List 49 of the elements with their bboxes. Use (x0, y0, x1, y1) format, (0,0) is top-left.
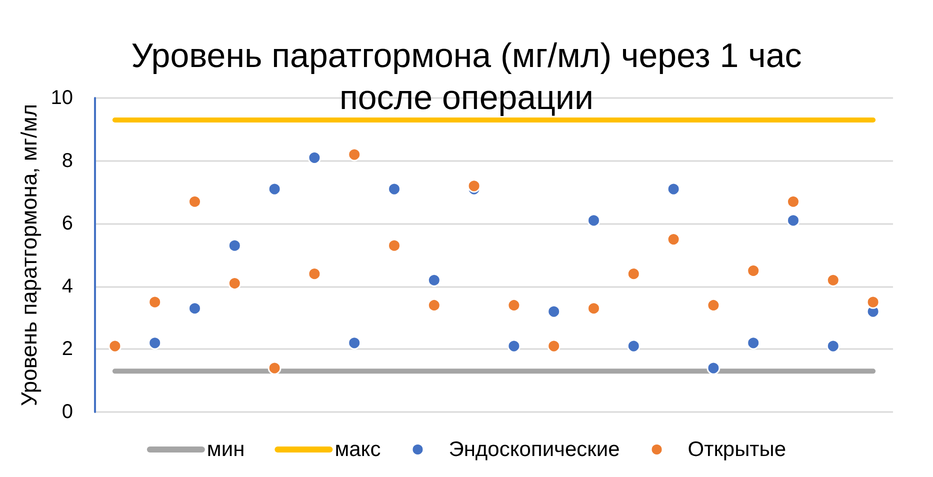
point (427, 298, 441, 312)
point (268, 182, 282, 196)
point (388, 238, 401, 252)
point (746, 264, 760, 278)
y-tick-label: 10 (50, 87, 73, 109)
point (547, 339, 561, 353)
point (188, 302, 202, 316)
point (308, 267, 322, 281)
point (148, 295, 162, 309)
legend-label: макс (334, 438, 381, 461)
y-tick-label: 4 (62, 275, 73, 298)
y-tick-label: 6 (62, 212, 73, 235)
point (626, 267, 640, 281)
point (268, 361, 282, 375)
point (626, 339, 640, 353)
point (228, 238, 242, 252)
legend-label: Открытые (688, 438, 786, 461)
y-tick-label: 2 (62, 338, 73, 360)
point (148, 336, 162, 350)
point (866, 295, 880, 309)
point (507, 339, 521, 353)
point (786, 214, 800, 228)
point (666, 232, 680, 246)
point (467, 179, 481, 193)
y-tick-label: 8 (62, 150, 73, 172)
point (786, 194, 800, 208)
y-tick-label: 0 (62, 401, 73, 423)
point (108, 339, 122, 353)
point (826, 339, 840, 353)
chart-title: Уровень паратгормона (мг/мл) через 1 час после операции (130, 36, 803, 119)
point (547, 304, 561, 318)
point (388, 182, 401, 196)
point (587, 302, 600, 316)
point (666, 182, 680, 196)
legend-label: мин (206, 438, 245, 461)
legend-label: Эндоскопические (448, 438, 620, 461)
point (706, 361, 720, 375)
point (348, 148, 362, 162)
point (746, 336, 760, 350)
point (427, 273, 441, 287)
y-axis-title: Уровень паратгормона, мг/мл (16, 104, 42, 406)
point (826, 273, 840, 287)
point (348, 336, 362, 350)
point (706, 298, 720, 312)
point (228, 276, 242, 290)
point (188, 194, 202, 208)
point (308, 150, 322, 164)
point (587, 214, 600, 228)
point (507, 298, 521, 312)
